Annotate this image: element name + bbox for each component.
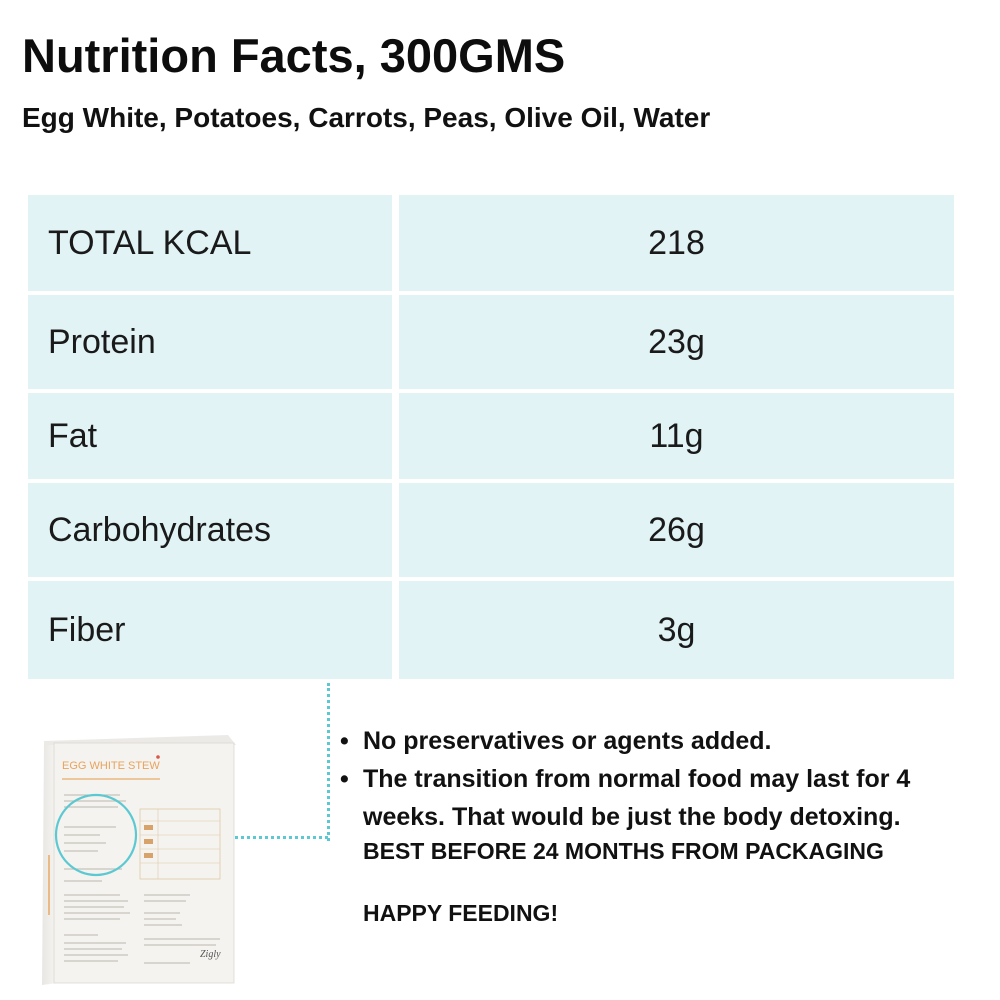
best-before-text: BEST BEFORE 24 MONTHS FROM PACKAGING — [363, 838, 884, 864]
table-row: Fat 11g — [28, 393, 954, 479]
highlight-circle — [54, 793, 138, 877]
nutrient-value: 23g — [399, 295, 954, 389]
package-name: EGG WHITE STEW — [62, 760, 160, 772]
note-text: No preservatives or agents added. — [363, 727, 772, 755]
nutrient-label: Fat — [28, 393, 392, 479]
nutrition-table: TOTAL KCAL 218 Protein 23g Fat 11g Carbo… — [28, 195, 954, 679]
package-feeding-table — [139, 808, 221, 880]
note-text: The transition from normal food may last… — [363, 765, 911, 831]
package-brand-logo: Zigly — [200, 949, 221, 960]
nutrient-value: 218 — [399, 195, 954, 291]
nutrient-value: 3g — [399, 581, 954, 679]
package-red-dot — [156, 755, 160, 759]
nutrient-value: 26g — [399, 483, 954, 577]
ingredients-list: Egg White, Potatoes, Carrots, Peas, Oliv… — [22, 102, 711, 133]
closing-text: HAPPY FEEDING! — [363, 900, 559, 926]
table-row: Carbohydrates 26g — [28, 483, 954, 577]
product-package-image: EGG WHITE STEW — [42, 735, 236, 985]
page-title: Nutrition Facts, 300GMS — [22, 29, 566, 82]
nutrient-label: Carbohydrates — [28, 483, 392, 577]
table-row: Fiber 3g — [28, 581, 954, 679]
nutrient-label: Fiber — [28, 581, 392, 679]
list-item: • The transition from normal food may las… — [340, 760, 990, 836]
nutrient-label: Protein — [28, 295, 392, 389]
notes-list: • No preservatives or agents added. • The … — [340, 722, 990, 836]
table-row: Protein 23g — [28, 295, 954, 389]
nutrient-label: TOTAL KCAL — [28, 195, 392, 291]
bullet-icon: • — [340, 765, 349, 793]
list-item: • No preservatives or agents added. — [340, 722, 990, 760]
bullet-icon: • — [340, 727, 349, 755]
dotted-connector-vertical — [327, 683, 330, 841]
package-text-lines — [64, 794, 130, 962]
dog-icon — [144, 825, 153, 858]
nutrient-value: 11g — [399, 393, 954, 479]
table-row: TOTAL KCAL 218 — [28, 195, 954, 291]
